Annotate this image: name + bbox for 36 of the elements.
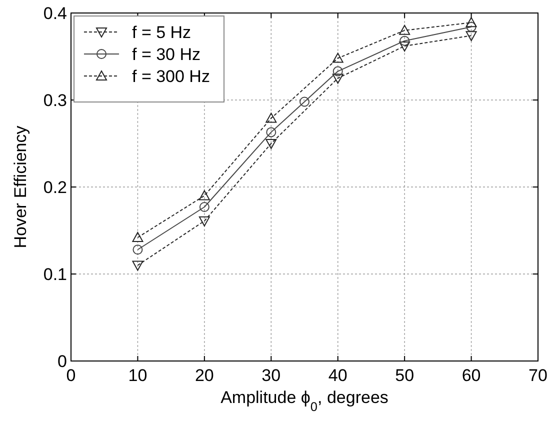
legend-label: f = 300 Hz [132,66,210,86]
y-tick-label: 0 [58,352,67,371]
legend-label: f = 30 Hz [132,44,201,64]
point [198,216,210,226]
y-tick-label: 0.3 [43,90,67,110]
point [300,96,310,107]
x-tick-label: 70 [528,366,548,385]
y-tick-label: 0.2 [43,178,67,197]
point [332,52,344,63]
legend-label: f = 5 Hz [132,22,192,42]
x-axis-title: Amplitude ϕ$_{0}$, degrees [220,388,388,414]
point [332,66,343,76]
point [266,112,277,123]
point [399,42,410,52]
x-tick-label: 60 [462,366,481,385]
x-tick-label: 20 [194,366,214,385]
point [132,244,143,255]
y-tick-label: 0.4 [43,4,67,23]
point [466,22,476,32]
point [399,24,410,35]
x-tick-label: 10 [128,366,148,385]
y-tick-label: 0.1 [43,264,67,284]
point [266,127,276,138]
point [199,202,210,212]
point [266,139,277,149]
x-tick-label: 30 [262,366,281,385]
point [400,36,410,46]
point [466,31,477,42]
point [466,17,477,28]
x-tick-label: 40 [328,366,348,385]
point [132,260,144,271]
x-tick-label: 50 [395,366,414,385]
point [198,190,210,200]
point [332,74,344,84]
point [132,232,144,242]
y-axis-title: Hover Efficiency [11,125,30,248]
